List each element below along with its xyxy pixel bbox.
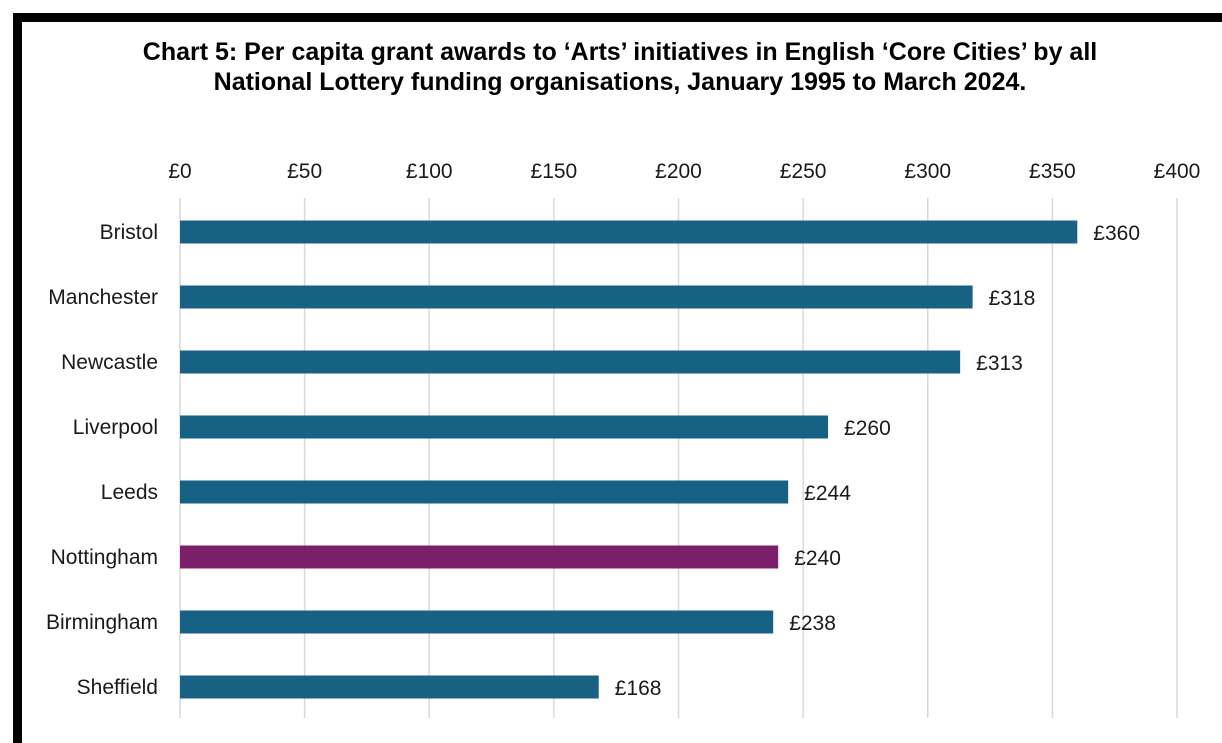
category-label: Bristol [100, 221, 158, 244]
x-tick-label: £250 [780, 160, 827, 183]
bar-sheffield [180, 675, 599, 699]
gridlines [179, 198, 1178, 718]
x-tick-label: £400 [1154, 160, 1201, 183]
data-label: £313 [976, 352, 1023, 375]
category-label: Liverpool [73, 416, 158, 439]
bar-nottingham [180, 545, 779, 569]
category-label: Sheffield [77, 676, 158, 699]
bar-manchester [180, 285, 973, 309]
data-label: £318 [989, 287, 1036, 310]
x-tick-label: £300 [904, 160, 951, 183]
data-label: £168 [615, 677, 662, 700]
category-label: Newcastle [61, 351, 158, 374]
bars [180, 220, 1078, 699]
x-tick-label: £350 [1029, 160, 1076, 183]
bar-liverpool [180, 415, 829, 439]
x-tick-label: £0 [168, 160, 191, 183]
x-tick-label: £150 [531, 160, 578, 183]
x-tick-label: £50 [287, 160, 322, 183]
bar-newcastle [180, 350, 961, 374]
x-axis-ticks: £0 £50 £100 £150 £200 £250 £300 £350 £400 [168, 160, 1200, 183]
data-label: £238 [789, 612, 836, 635]
bar-bristol [180, 220, 1078, 244]
bar-birmingham [180, 610, 774, 634]
category-labels: Bristol Manchester Newcastle Liverpool Leeds… [46, 221, 158, 699]
x-tick-label: £200 [655, 160, 702, 183]
data-label: £244 [804, 482, 851, 505]
category-label: Leeds [101, 481, 158, 504]
category-label: Birmingham [46, 611, 158, 634]
x-tick-label: £100 [406, 160, 453, 183]
category-label: Nottingham [51, 546, 158, 569]
bar-leeds [180, 480, 789, 504]
data-label: £260 [844, 417, 891, 440]
data-label: £360 [1093, 222, 1140, 245]
category-label: Manchester [48, 286, 158, 309]
data-label: £240 [794, 547, 841, 570]
data-labels: £360 £318 £313 £260 £244 £240 £238 £168 [615, 222, 1140, 700]
chart-title: Chart 5: Per capita grant awards to ‘Art… [142, 38, 1098, 96]
